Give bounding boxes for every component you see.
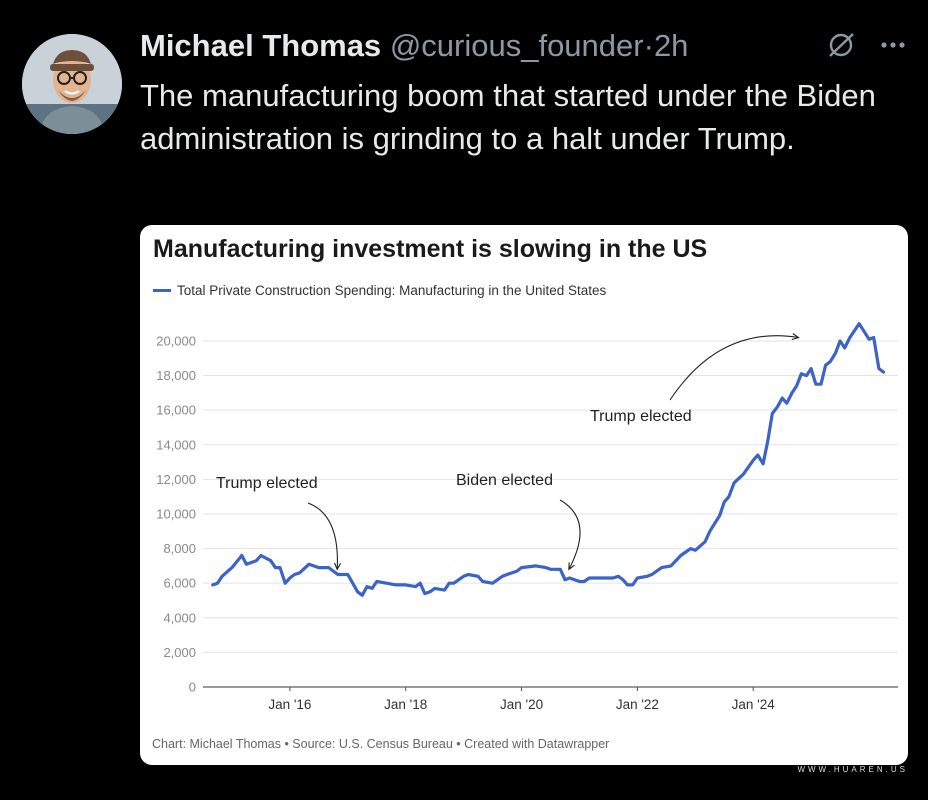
y-tick-label: 16,000: [156, 403, 196, 418]
legend-label: Total Private Construction Spending: Man…: [177, 283, 607, 298]
chart-card[interactable]: 0 2,000 4,000 6,000 8,000 10,000 12,000 14,000 1…: [140, 225, 908, 765]
y-tick-label: 0: [189, 680, 196, 695]
header-separator: ·: [643, 28, 654, 63]
y-tick-label: 6,000: [163, 576, 196, 591]
chart-credit: Chart: Michael Thomas • Source: U.S. Cen…: [152, 737, 610, 751]
y-tick-label: 12,000: [156, 472, 196, 487]
annotation-arrow: [307, 502, 338, 570]
chart-legend: Total Private Construction Spending: Man…: [153, 283, 606, 298]
more-icon[interactable]: [878, 30, 908, 65]
annotation-arrow: [559, 499, 581, 570]
annotation-label: Trump elected: [216, 475, 318, 492]
avatar-image: [22, 34, 122, 134]
x-tick-label: Jan '18: [384, 697, 427, 712]
annotation-arrowhead: [791, 333, 800, 341]
annotation-label: Trump elected: [590, 408, 692, 425]
y-tick-label: 10,000: [156, 506, 196, 521]
tweet-time[interactable]: 2h: [653, 28, 689, 63]
author-name[interactable]: Michael Thomas: [140, 28, 382, 63]
y-tick-label: 20,000: [156, 333, 196, 348]
watermark: 北美华人e网 WWW.HUAREN.US: [796, 738, 908, 774]
chart-title: Manufacturing investment is slowing in t…: [153, 235, 708, 263]
tweet-header: Michael Thomas @curious_founder·2h: [140, 28, 688, 64]
y-tick-label: 18,000: [156, 368, 196, 383]
grok-icon[interactable]: [826, 30, 856, 65]
y-tick-label: 4,000: [163, 610, 196, 625]
legend-swatch: [153, 289, 171, 292]
avatar[interactable]: [22, 34, 122, 134]
x-tick-label: Jan '22: [616, 697, 659, 712]
tweet-text: The manufacturing boom that started unde…: [140, 78, 876, 156]
annotation-label: Biden elected: [456, 472, 553, 489]
author-handle[interactable]: @curious_founder: [389, 28, 644, 63]
x-tick-label: Jan '20: [500, 697, 543, 712]
watermark-url: WWW.HUAREN.US: [797, 765, 908, 774]
line-chart: 0 2,000 4,000 6,000 8,000 10,000 12,000 14,000 1…: [156, 322, 898, 712]
y-tick-label: 2,000: [163, 645, 196, 660]
annotation-arrow: [669, 335, 799, 401]
y-tick-label: 14,000: [156, 437, 196, 452]
x-tick-label: Jan '24: [732, 697, 776, 712]
y-tick-label: 8,000: [163, 541, 196, 556]
x-tick-label: Jan '16: [268, 697, 311, 712]
annotation-arrowhead: [568, 562, 575, 571]
series-line: [211, 322, 886, 597]
annotation-arrowhead: [333, 562, 342, 571]
tweet-header-actions: [826, 30, 908, 65]
watermark-logo: 北美华人e网: [796, 743, 908, 764]
